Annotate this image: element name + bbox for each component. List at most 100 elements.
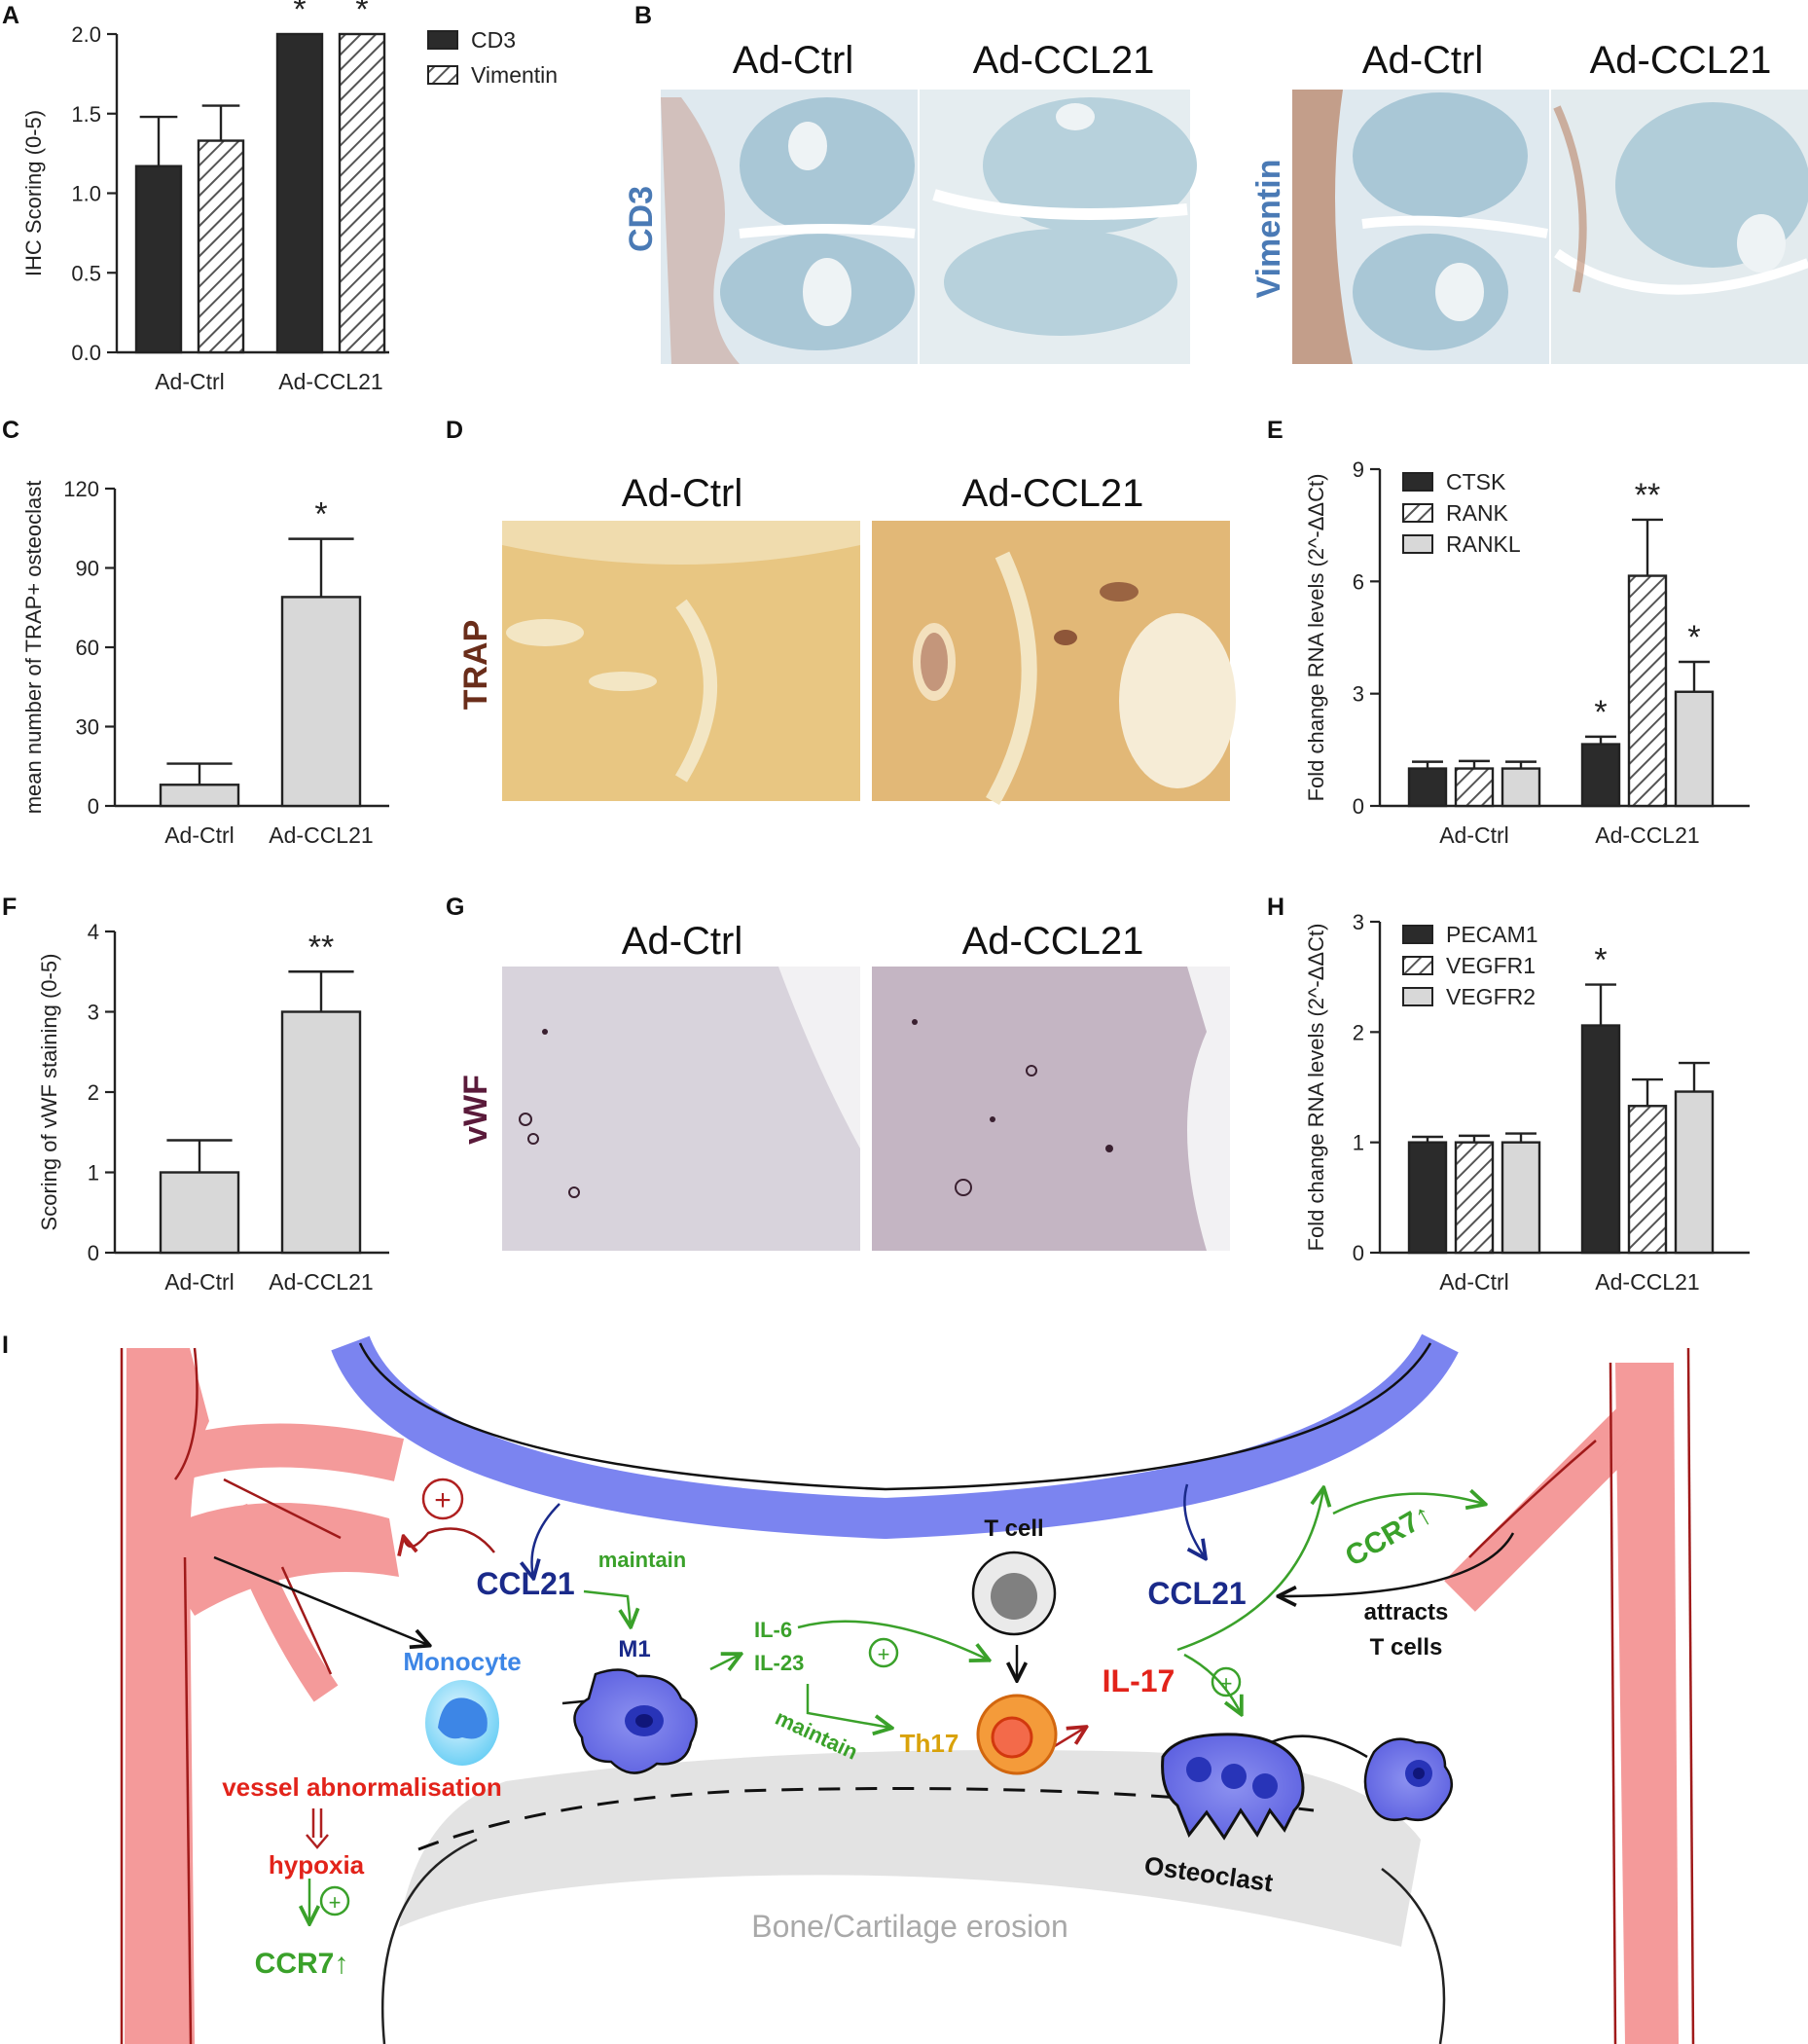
y-tick-label: 120 (63, 477, 99, 501)
legend-swatch (427, 65, 458, 85)
legend-label: VEGFR2 (1446, 984, 1536, 1009)
category-label: Ad-Ctrl (164, 822, 235, 848)
legend-label: RANK (1446, 500, 1509, 526)
significance-mark: * (1594, 694, 1607, 731)
y-tick-label: 3 (88, 1001, 99, 1025)
bar (134, 164, 183, 354)
bar (1407, 767, 1448, 808)
y-tick-label: 2 (88, 1080, 99, 1105)
category-label: Ad-Ctrl (1439, 1269, 1509, 1295)
micrograph-d-ccl21 (872, 521, 1236, 805)
y-tick-label: 4 (88, 920, 99, 944)
ccr7-left-label: CCR7↑ (255, 1948, 349, 1980)
tcell-label: T cell (984, 1515, 1043, 1542)
category-label: Ad-Ctrl (1439, 822, 1509, 848)
significance-mark: ** (1635, 477, 1660, 514)
category-label: Ad-CCL21 (278, 369, 382, 394)
panel-label-d: D (446, 417, 463, 444)
plus-il17: + (1220, 1671, 1233, 1696)
micrograph-panel-b: Ad-Ctrl Ad-CCL21 Ad-Ctrl Ad-CCL21 CD3 Vi… (623, 39, 1808, 364)
synovial-outline (358, 1342, 1432, 1491)
y-tick-label: 1 (88, 1161, 99, 1186)
micro-b-cd3-stain-label: CD3 (623, 186, 660, 252)
y-tick-label: 0.0 (71, 341, 101, 365)
legend-label: PECAM1 (1446, 922, 1538, 947)
chart-h: 0 1 2 3 Fold change RNA levels (2^-ΔΔCt) Ad-C… (1304, 910, 1750, 1295)
category-label: Ad-CCL21 (269, 1269, 373, 1295)
micrograph-b-vim-ctrl (1292, 90, 1549, 364)
bar (1501, 1141, 1541, 1255)
chart-a: 0.0 0.5 1.0 1.5 2.0 IHC Scoring (0-5) Ad-Ctrl *… (21, 0, 558, 394)
y-axis-label: Fold change RNA levels (2^-ΔΔCt) (1304, 474, 1328, 802)
ccl21-right-label: CCL21 (1147, 1576, 1246, 1611)
chart-f: 0 1 2 3 4 Scoring of vWF staining (0-5) Ad-Ctr… (37, 920, 389, 1295)
y-tick-label: 2.0 (71, 22, 101, 47)
ccl21-left-label: CCL21 (476, 1566, 574, 1601)
micrograph-d-ctrl (502, 521, 860, 801)
attracts-label-1: attracts (1364, 1599, 1449, 1625)
micro-g-left-title: Ad-Ctrl (622, 920, 742, 963)
y-tick-label: 0 (88, 1241, 99, 1265)
significance-mark: * (355, 0, 368, 28)
y-tick-label: 3 (1353, 910, 1364, 934)
bar (1454, 767, 1495, 808)
panel-label-e: E (1267, 417, 1284, 444)
plus-hypoxia: + (329, 1890, 342, 1915)
plus-vessel: + (434, 1484, 452, 1516)
legend-swatch (1402, 987, 1433, 1006)
synovial-membrane (331, 1333, 1459, 1540)
legend-swatch (1402, 503, 1433, 523)
y-axis-label: mean number of TRAP+ osteoclast (21, 481, 46, 815)
legend-swatch (1402, 956, 1433, 975)
panel-label-i: I (2, 1332, 9, 1359)
th17-cell (976, 1694, 1058, 1775)
bar (159, 1171, 240, 1255)
legend-swatch (1402, 925, 1433, 944)
il17-label: IL-17 (1103, 1663, 1175, 1698)
y-tick-label: 0 (1353, 1241, 1364, 1265)
panel-label-f: F (2, 894, 17, 921)
plus-il6: + (878, 1642, 890, 1666)
il6-label: IL-6 (754, 1618, 792, 1642)
y-tick-label: 0 (1353, 794, 1364, 819)
hypoxia-label: hypoxia (269, 1850, 365, 1880)
y-tick-label: 1.0 (71, 182, 101, 206)
panel-label-a: A (2, 2, 19, 29)
y-tick-label: 0 (88, 794, 99, 819)
y-tick-label: 1.5 (71, 102, 101, 127)
bar (275, 32, 324, 354)
legend-label: Vimentin (471, 62, 558, 88)
significance-mark: * (1594, 942, 1607, 979)
legend-swatch (1402, 472, 1433, 492)
y-tick-label: 6 (1353, 569, 1364, 594)
micro-b-vim-left-title: Ad-Ctrl (1362, 39, 1483, 82)
micro-b-cd3-right-title: Ad-CCL21 (973, 39, 1155, 82)
attracts-label-2: T cells (1370, 1634, 1443, 1661)
y-axis-label: Fold change RNA levels (2^-ΔΔCt) (1304, 924, 1328, 1252)
chart-e: 0 3 6 9 Fold change RNA levels (2^-ΔΔCt) Ad-C… (1304, 457, 1750, 848)
bar (159, 784, 240, 808)
bar (1454, 1141, 1495, 1255)
legend-swatch (1402, 534, 1433, 554)
vessel-abnormalisation-label: vessel abnormalisation (222, 1772, 502, 1802)
y-tick-label: 30 (76, 715, 99, 740)
bar (1627, 1105, 1668, 1255)
legend-label: CD3 (471, 27, 516, 53)
panel-label-h: H (1267, 894, 1284, 921)
bar (280, 1010, 362, 1255)
th17-label: Th17 (900, 1729, 959, 1758)
t-cell (971, 1551, 1057, 1636)
y-tick-label: 9 (1353, 457, 1364, 482)
y-tick-label: 2 (1353, 1020, 1364, 1044)
maintain-label-1: maintain (598, 1548, 686, 1572)
chart-c: 0 30 60 90 120 mean number of TRAP+ osteoclas… (21, 477, 389, 848)
osteoclast-cell (1161, 1733, 1305, 1841)
bar (1501, 767, 1541, 808)
bar (338, 32, 386, 354)
right-blood-vessel (1444, 1347, 1695, 2044)
micro-g-stain-label: vWF (457, 1075, 494, 1145)
left-blood-vessel (120, 1347, 405, 2044)
erosion-label: Bone/Cartilage erosion (751, 1909, 1068, 1944)
micro-b-vim-right-title: Ad-CCL21 (1590, 39, 1772, 82)
